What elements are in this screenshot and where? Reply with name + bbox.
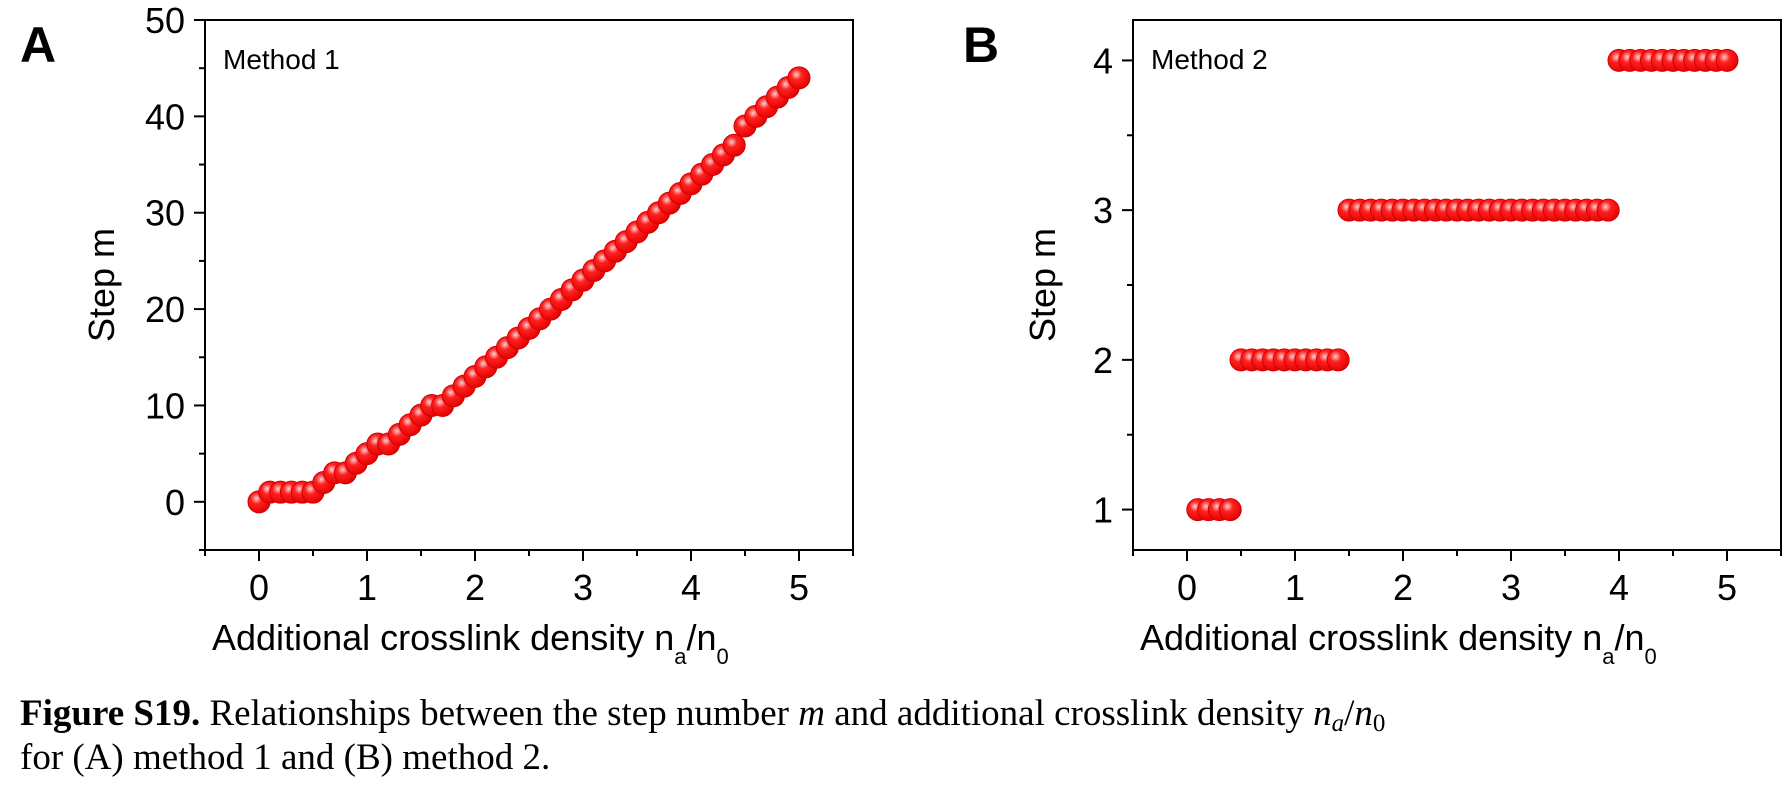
data-point-a [787, 66, 811, 90]
data-point-b [1596, 198, 1620, 222]
data-point-b [1715, 48, 1739, 72]
panel-letter-a: A [20, 17, 56, 73]
x-tick-label-a-4: 4 [681, 567, 701, 608]
x-tick-label-b-3: 3 [1501, 567, 1521, 608]
y-tick-label-b-2: 3 [1093, 190, 1113, 231]
data-point-a [722, 133, 746, 157]
y-axis-label-b: Step m [1022, 228, 1063, 342]
caption-line-2: for (A) method 1 and (B) method 2. [20, 737, 551, 778]
plot-frame-a [204, 19, 854, 551]
y-tick-label-a-2: 20 [145, 289, 185, 330]
x-tick-label-b-1: 1 [1285, 567, 1305, 608]
data-points-b [1186, 48, 1739, 522]
panel-b: B Method 2 0 1 2 3 4 5 1 2 3 4 Step m Additional … [963, 17, 1782, 669]
caption-label: Figure S19. [20, 693, 201, 734]
y-tick-label-b-3: 4 [1093, 40, 1113, 81]
y-tick-label-a-0: 0 [165, 482, 185, 523]
axis-ticks-b: 0 1 2 3 4 5 1 2 3 4 [1093, 40, 1782, 608]
x-tick-label-b-2: 2 [1393, 567, 1413, 608]
x-tick-label-a-5: 5 [789, 567, 809, 608]
y-tick-label-b-0: 1 [1093, 490, 1113, 531]
panel-letter-b: B [963, 17, 999, 73]
plot-frame-b [1132, 19, 1782, 551]
x-tick-label-b-5: 5 [1717, 567, 1737, 608]
data-point-b [1218, 498, 1242, 522]
y-tick-label-a-3: 30 [145, 193, 185, 234]
method-label-b: Method 2 [1151, 44, 1268, 75]
x-tick-label-a-0: 0 [249, 567, 269, 608]
x-axis-label-b: Additional crosslink density na/n0 [1140, 617, 1657, 669]
y-tick-label-a-1: 10 [145, 385, 185, 426]
x-tick-label-b-0: 0 [1177, 567, 1197, 608]
caption-line-1: Figure S19. Relationships between the st… [20, 693, 1386, 737]
data-points-a [247, 66, 811, 514]
method-label-a: Method 1 [223, 44, 340, 75]
x-tick-label-a-2: 2 [465, 567, 485, 608]
x-tick-label-a-1: 1 [357, 567, 377, 608]
data-point-b [1326, 348, 1350, 372]
x-tick-label-b-4: 4 [1609, 567, 1629, 608]
y-tick-label-a-5: 50 [145, 0, 185, 41]
x-tick-label-a-3: 3 [573, 567, 593, 608]
y-axis-label-a: Step m [81, 228, 122, 342]
figure-caption: Figure S19. Relationships between the st… [20, 692, 1780, 780]
y-tick-label-b-1: 2 [1093, 340, 1113, 381]
y-tick-label-a-4: 40 [145, 96, 185, 137]
x-axis-label-a: Additional crosslink density na/n0 [212, 617, 729, 669]
